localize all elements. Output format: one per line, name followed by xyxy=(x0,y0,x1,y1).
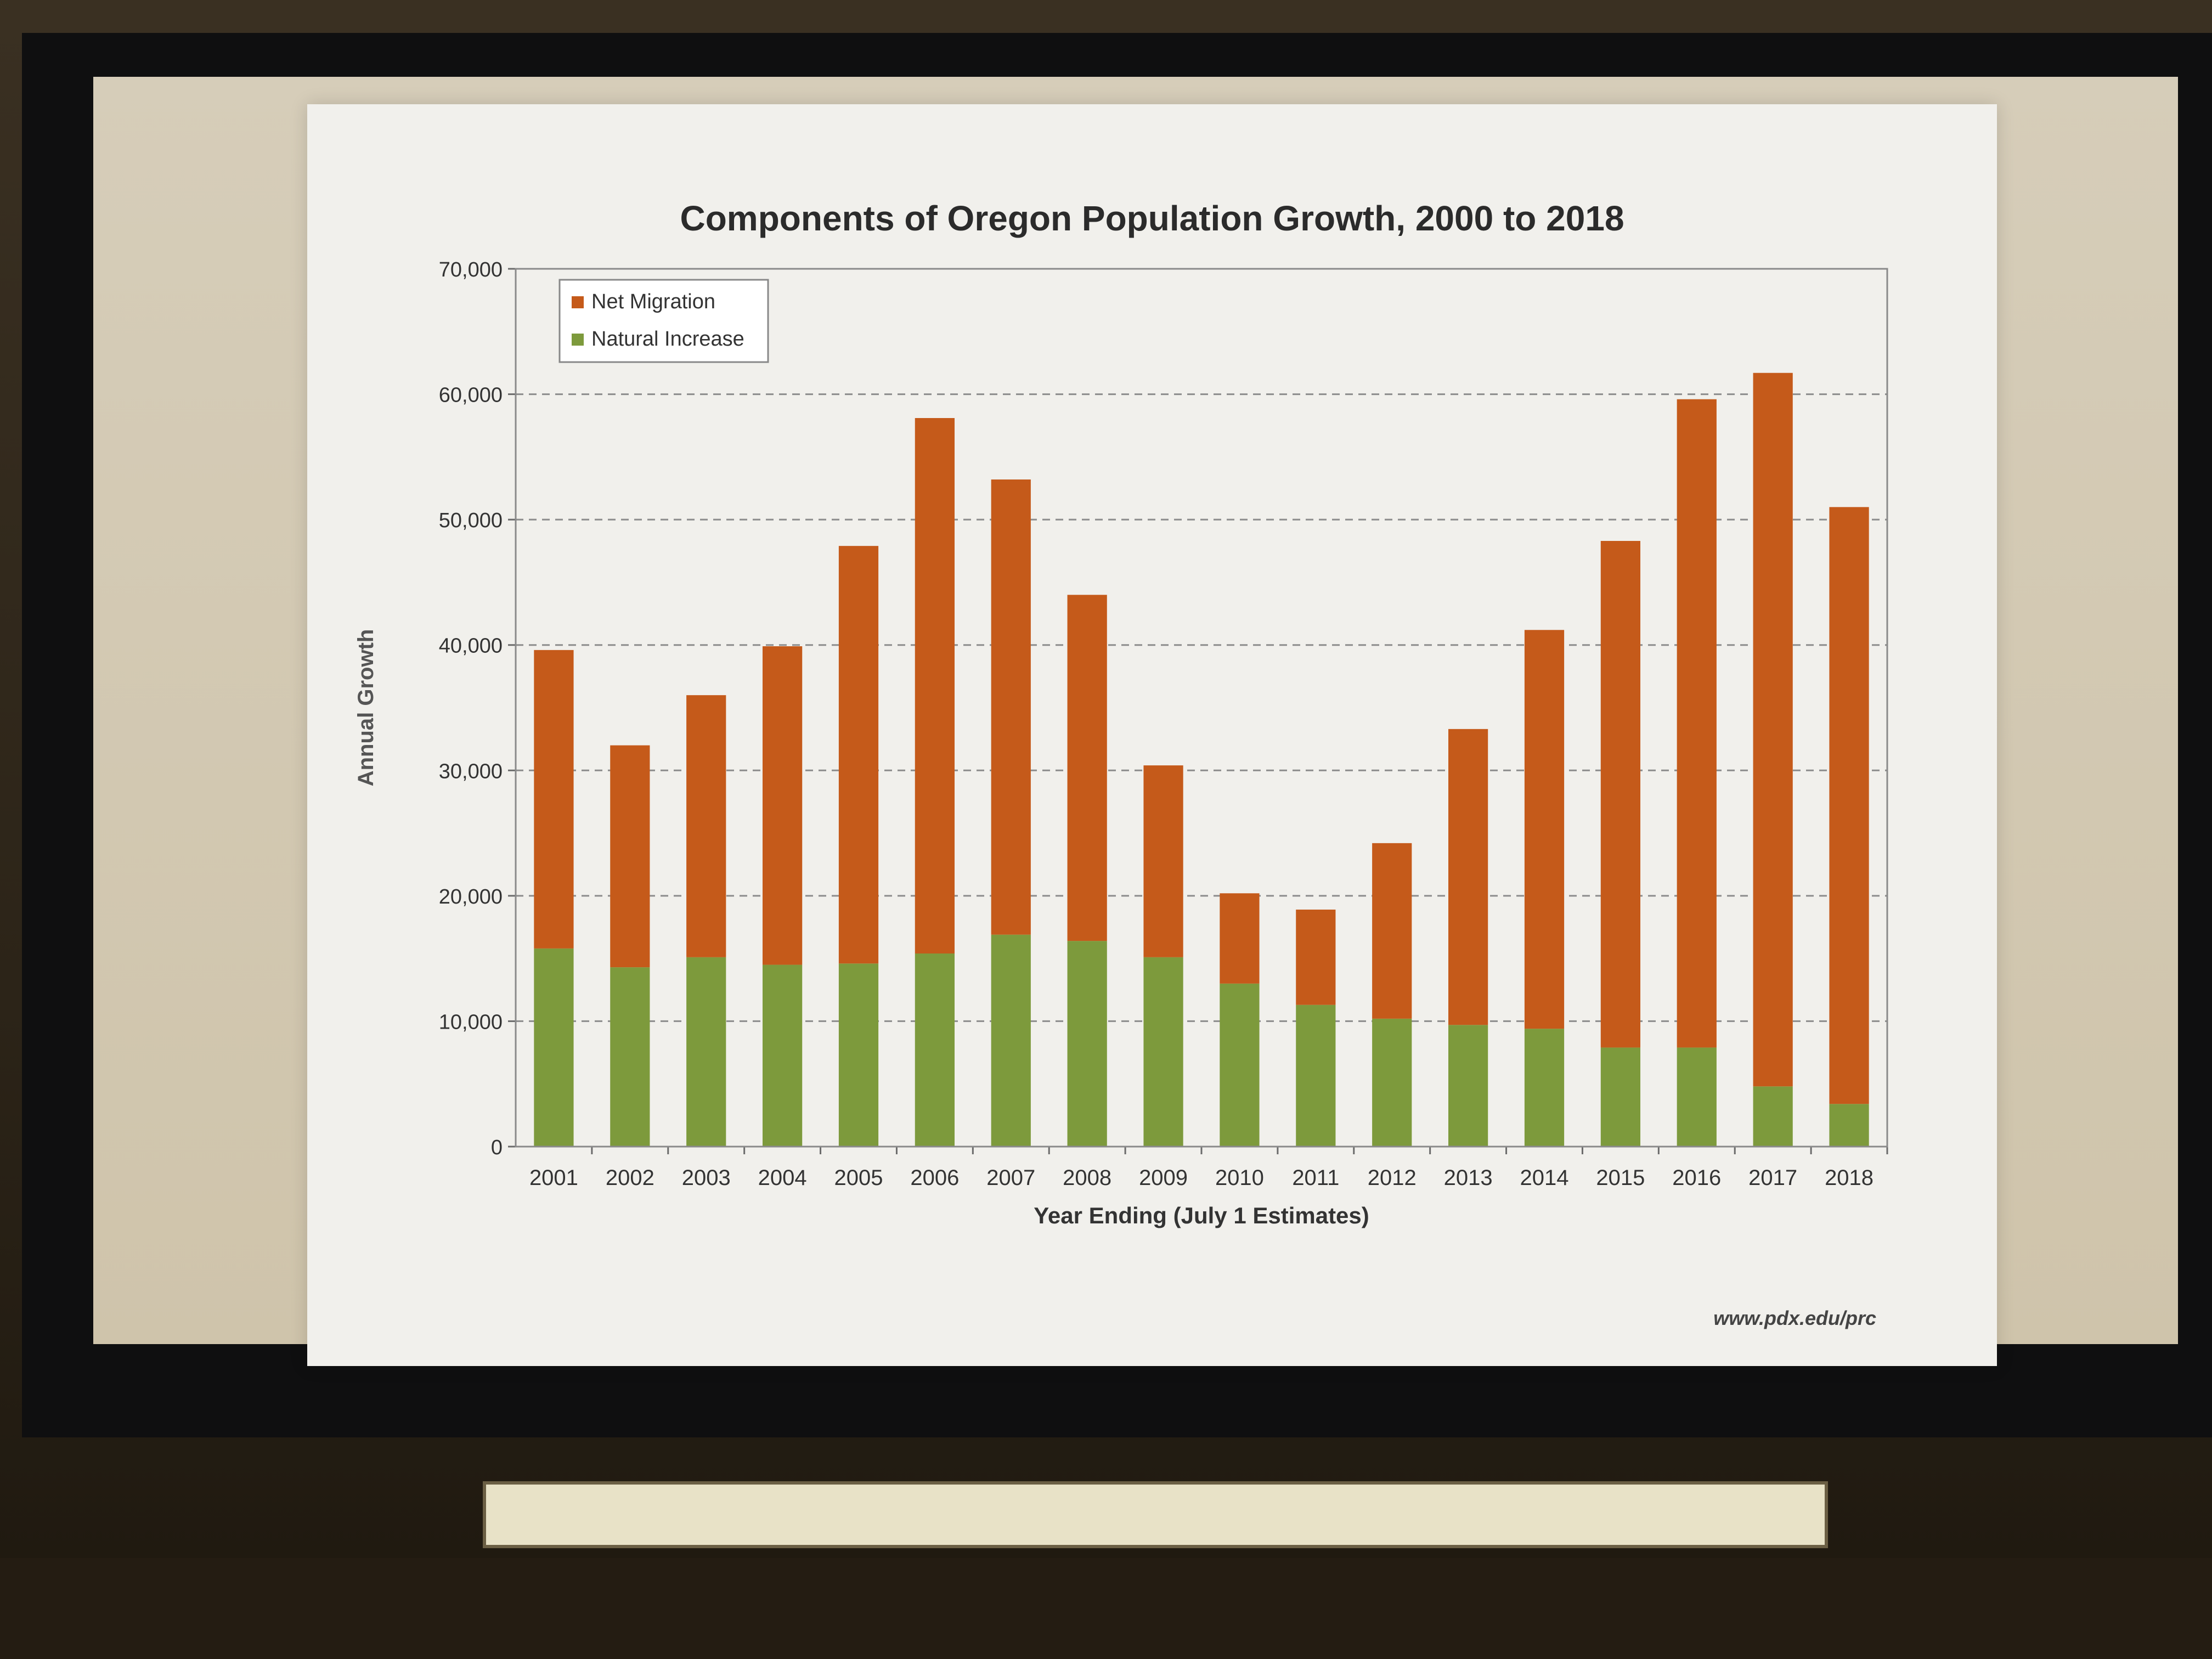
x-tick-label: 2001 xyxy=(529,1166,578,1190)
bar-net-migration-2008 xyxy=(1067,595,1107,941)
bars xyxy=(534,373,1869,1147)
bar-net-migration-2005 xyxy=(838,546,879,964)
x-tick-label: 2002 xyxy=(606,1166,654,1190)
x-tick-label: 2016 xyxy=(1672,1166,1721,1190)
y-axis-ticks: 0 10,000 20,000 30,000 40,000 50,000 60,000 70,… xyxy=(439,258,516,1159)
bar-natural-increase-2012 xyxy=(1372,1018,1412,1147)
bar-natural-increase-2010 xyxy=(1220,983,1260,1147)
bar-natural-increase-2011 xyxy=(1296,1005,1336,1147)
bar-net-migration-2007 xyxy=(991,479,1031,935)
x-tick-label: 2011 xyxy=(1292,1166,1339,1190)
bar-natural-increase-2004 xyxy=(763,964,803,1147)
y-tick-label: 20,000 xyxy=(439,885,503,909)
x-tick-label: 2013 xyxy=(1444,1166,1493,1190)
bar-net-migration-2016 xyxy=(1677,399,1717,1048)
bar-natural-increase-2018 xyxy=(1829,1104,1869,1147)
bar-natural-increase-2003 xyxy=(686,957,726,1147)
plot-frame xyxy=(515,268,1888,1148)
bar-natural-increase-2017 xyxy=(1753,1086,1793,1147)
bar-natural-increase-2002 xyxy=(610,967,650,1147)
bar-net-migration-2003 xyxy=(686,695,726,957)
bar-net-migration-2014 xyxy=(1524,630,1565,1029)
x-tick-label: 2015 xyxy=(1596,1166,1645,1190)
x-tick-label: 2010 xyxy=(1215,1166,1264,1190)
legend-box xyxy=(558,279,769,363)
y-tick-label: 0 xyxy=(491,1136,503,1159)
x-axis-label: Year Ending (July 1 Estimates) xyxy=(1034,1203,1369,1228)
bar-natural-increase-2008 xyxy=(1067,941,1107,1147)
bar-net-migration-2009 xyxy=(1143,765,1183,957)
y-axis-label: Annual Growth xyxy=(354,629,378,787)
bar-net-migration-2012 xyxy=(1372,843,1412,1019)
x-tick-label: 2014 xyxy=(1520,1166,1569,1190)
bar-net-migration-2004 xyxy=(763,646,803,965)
y-tick-label: 60,000 xyxy=(439,384,503,407)
bar-net-migration-2011 xyxy=(1296,910,1336,1005)
legend-label-natural-increase: Natural Increase xyxy=(591,328,744,351)
legend: Net Migration Natural Increase xyxy=(558,279,769,363)
x-tick-label: 2017 xyxy=(1748,1166,1797,1190)
bar-net-migration-2002 xyxy=(610,745,650,968)
x-tick-label: 2009 xyxy=(1139,1166,1188,1190)
bar-net-migration-2017 xyxy=(1753,373,1793,1087)
x-tick-label: 2006 xyxy=(910,1166,959,1190)
bar-natural-increase-2014 xyxy=(1524,1029,1565,1147)
y-tick-label: 40,000 xyxy=(439,635,503,658)
bar-net-migration-2015 xyxy=(1600,541,1640,1048)
legend-swatch-natural-increase xyxy=(572,334,584,346)
y-tick-label: 10,000 xyxy=(439,1011,503,1034)
light-fixture xyxy=(483,1481,1828,1548)
x-tick-label: 2003 xyxy=(682,1166,731,1190)
bar-natural-increase-2005 xyxy=(838,963,879,1147)
x-tick-label: 2012 xyxy=(1368,1166,1417,1190)
source-note: www.pdx.edu/prc xyxy=(1713,1307,1876,1329)
bar-natural-increase-2016 xyxy=(1677,1047,1717,1147)
x-tick-label: 2007 xyxy=(986,1166,1035,1190)
y-tick-label: 70,000 xyxy=(439,258,503,281)
bar-natural-increase-2007 xyxy=(991,934,1031,1147)
x-axis-ticks: 2001 2002 2003 2004 2005 2006 2007 2008 2009 2010… xyxy=(529,1147,1888,1190)
bar-natural-increase-2001 xyxy=(534,948,574,1147)
bar-net-migration-2006 xyxy=(915,418,955,953)
bar-natural-increase-2009 xyxy=(1143,957,1183,1147)
bar-net-migration-2001 xyxy=(534,650,574,949)
x-tick-label: 2004 xyxy=(758,1166,807,1190)
bar-net-migration-2018 xyxy=(1829,507,1869,1104)
bar-natural-increase-2013 xyxy=(1448,1025,1488,1147)
gridlines xyxy=(516,393,1887,1022)
chart-title: Components of Oregon Population Growth, … xyxy=(680,199,1624,238)
x-tick-label: 2005 xyxy=(834,1166,883,1190)
x-tick-label: 2008 xyxy=(1063,1166,1111,1190)
bar-net-migration-2013 xyxy=(1448,729,1488,1025)
y-tick-label: 50,000 xyxy=(439,509,503,532)
bar-natural-increase-2006 xyxy=(915,953,955,1147)
legend-label-net-migration: Net Migration xyxy=(591,290,715,313)
bar-net-migration-2010 xyxy=(1220,893,1260,984)
y-tick-label: 30,000 xyxy=(439,760,503,783)
slide: Components of Oregon Population Growth, … xyxy=(307,104,1997,1366)
chart: Components of Oregon Population Growth, … xyxy=(354,199,1888,1329)
shelf xyxy=(0,1558,2212,1659)
bar-natural-increase-2015 xyxy=(1600,1047,1640,1147)
legend-swatch-net-migration xyxy=(572,296,584,308)
x-tick-label: 2018 xyxy=(1825,1166,1874,1190)
